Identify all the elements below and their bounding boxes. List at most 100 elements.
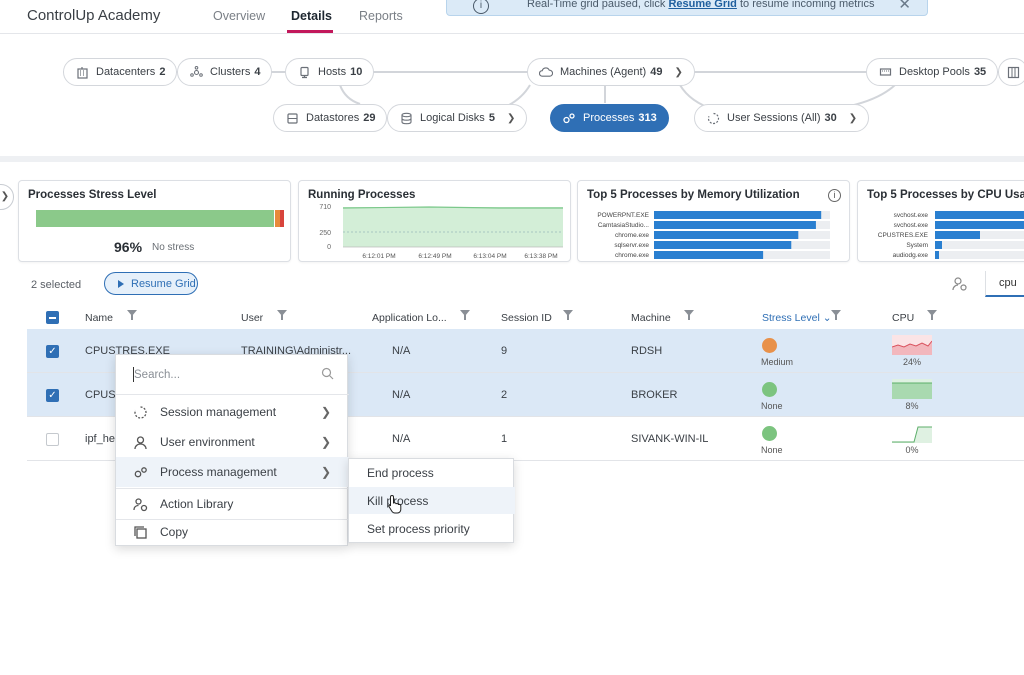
resume-grid-link[interactable]: Resume Grid	[668, 0, 737, 10]
column-header-name[interactable]: Name	[85, 312, 114, 324]
bar[interactable]	[935, 221, 1024, 229]
area-line	[342, 206, 563, 209]
bar-label: sqlservr.exe	[614, 242, 649, 249]
filter-icon[interactable]	[563, 310, 573, 320]
desktop-pool-icon	[878, 65, 892, 79]
chevron-down-icon[interactable]: ❯	[506, 112, 516, 124]
bar[interactable]	[654, 241, 792, 249]
disk-icon	[399, 111, 413, 125]
select-all-checkbox[interactable]	[46, 311, 59, 324]
column-header-cpu[interactable]: CPU	[892, 312, 915, 324]
filter-icon[interactable]	[460, 310, 470, 320]
bar-track	[935, 241, 1024, 249]
topology-more[interactable]	[998, 58, 1024, 86]
tab-reports[interactable]: Reports	[359, 9, 403, 23]
close-icon[interactable]: ✕	[898, 0, 911, 13]
user-settings-icon[interactable]	[952, 276, 968, 295]
collapse-widgets-button[interactable]: ❯	[0, 184, 14, 210]
menu-item-copy[interactable]: Copy	[116, 517, 349, 547]
topology-desktop-pools[interactable]: Desktop Pools 35	[866, 58, 999, 86]
menu-item-end-process[interactable]: End process	[367, 466, 434, 480]
cell-session-id: 2	[501, 389, 508, 401]
menu-item-session-management[interactable]: Session management ❯	[116, 397, 349, 427]
filter-icon[interactable]	[277, 310, 287, 320]
info-icon[interactable]: i	[828, 189, 841, 202]
widget-cpu-top5[interactable]: Top 5 Processes by CPU Usage svchost.exe…	[857, 180, 1024, 262]
cell-application: N/A	[392, 389, 411, 401]
table-row[interactable]: ipf_he N/A 1 SIVANK-WIN-IL None 0%	[27, 417, 1024, 461]
row-checkbox[interactable]: ✓	[46, 389, 59, 402]
stress-percent: 96%	[114, 239, 143, 255]
topology-machines[interactable]: Machines (Agent) 49 ❯	[527, 58, 695, 86]
bar[interactable]	[935, 241, 942, 249]
bar-label: audiodg.exe	[893, 252, 929, 259]
action-library-icon	[132, 496, 148, 512]
stress-segment-high	[280, 210, 284, 227]
cell-application: N/A	[392, 345, 411, 357]
x-tick: 6:13:38 PM	[524, 253, 557, 260]
column-header-application[interactable]: Application Lo...	[372, 312, 447, 324]
chevron-down-icon[interactable]: ❯	[848, 112, 858, 124]
resume-grid-button[interactable]: Resume Grid	[104, 272, 198, 295]
stress-indicator	[762, 382, 777, 397]
paused-banner: i Real-Time grid paused, click Resume Gr…	[446, 0, 928, 16]
menu-item-process-management[interactable]: Process management ❯	[116, 457, 349, 487]
bar[interactable]	[654, 231, 799, 239]
y-tick: 250	[319, 230, 331, 237]
column-header-session-id[interactable]: Session ID	[501, 312, 552, 324]
bar[interactable]	[935, 211, 1024, 219]
x-tick: 6:12:49 PM	[418, 253, 451, 260]
memory-bar-chart: POWERPNT.EXE CamtasiaStudio... chrome.exe s…	[597, 211, 830, 259]
cpu-sparkline	[892, 426, 932, 443]
bar-label: chrome.exe	[615, 252, 649, 259]
hand-cursor-icon	[388, 494, 402, 514]
copy-icon	[132, 524, 148, 540]
widget-stress-level[interactable]: Processes Stress Level 96% No stress	[18, 180, 291, 262]
menu-item-user-environment[interactable]: User environment ❯	[116, 427, 349, 457]
bar[interactable]	[935, 251, 939, 259]
topology-user-sessions[interactable]: User Sessions (All) 30 ❯	[694, 104, 870, 132]
selected-count: 2 selected	[31, 279, 82, 291]
bar[interactable]	[935, 231, 980, 239]
row-checkbox[interactable]: ✓	[46, 345, 59, 358]
x-tick: 6:13:04 PM	[473, 253, 506, 260]
chevron-down-icon[interactable]: ❯	[674, 66, 683, 78]
topology-datastores[interactable]: Datastores 29	[273, 104, 388, 132]
context-menu-search[interactable]: Search...	[116, 355, 349, 395]
topology-processes[interactable]: Processes 313	[550, 104, 669, 132]
column-header-stress-level[interactable]: Stress Level ⌄	[762, 312, 832, 324]
filter-icon[interactable]	[927, 310, 937, 320]
bar[interactable]	[654, 211, 822, 219]
widget-memory-top5[interactable]: Top 5 Processes by Memory Utilization i …	[577, 180, 850, 262]
cell-session-id: 1	[501, 433, 508, 445]
grid-search-input[interactable]: cpu	[985, 271, 1024, 297]
bar[interactable]	[654, 221, 816, 229]
menu-item-kill-process[interactable]: Kill process	[349, 487, 515, 514]
cell-cpu: 8%	[905, 401, 919, 411]
widget-title: Processes Stress Level	[28, 189, 157, 201]
topology-datacenters[interactable]: Datacenters 2	[63, 58, 178, 86]
filter-icon[interactable]	[127, 310, 137, 320]
filter-icon[interactable]	[831, 310, 841, 320]
topology-logical-disks[interactable]: Logical Disks 5 ❯	[387, 104, 528, 132]
cell-cpu: 24%	[902, 357, 921, 367]
tab-overview[interactable]: Overview	[213, 9, 266, 23]
filter-icon[interactable]	[684, 310, 694, 320]
datastore-icon	[285, 111, 299, 125]
text-caret	[133, 367, 134, 382]
bar-label: svchost.exe	[894, 212, 929, 219]
topology-hosts[interactable]: Hosts 10	[285, 58, 375, 86]
column-header-machine[interactable]: Machine	[631, 312, 671, 324]
menu-item-action-library[interactable]: Action Library	[116, 489, 349, 519]
menu-item-set-priority[interactable]: Set process priority	[367, 522, 470, 536]
column-header-user[interactable]: User	[241, 312, 264, 324]
topology-clusters[interactable]: Clusters 4	[177, 58, 273, 86]
widget-running-processes[interactable]: Running Processes 710 250 0 6:12:01 PM 6…	[298, 180, 571, 262]
bar[interactable]	[654, 251, 764, 259]
row-checkbox[interactable]	[46, 433, 59, 446]
widget-title: Top 5 Processes by CPU Usage	[867, 189, 1024, 201]
tab-details[interactable]: Details	[291, 9, 332, 23]
bar-label: svchost.exe	[894, 222, 929, 229]
widget-title: Running Processes	[308, 189, 416, 201]
info-icon: i	[473, 0, 489, 14]
